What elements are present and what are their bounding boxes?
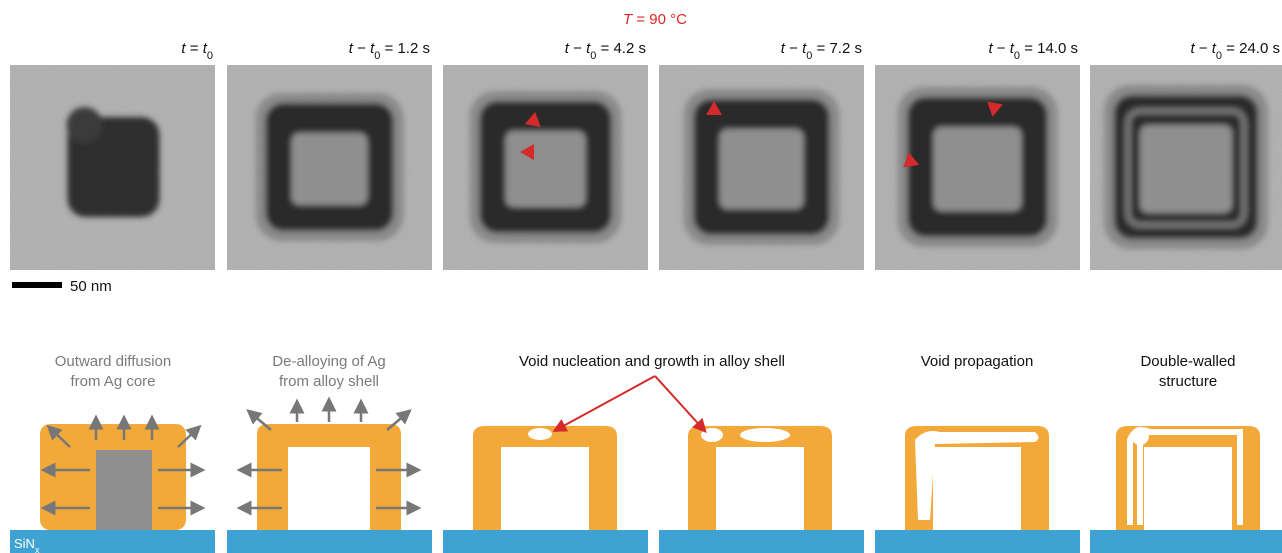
temperature-title: T = 90 °C (623, 11, 687, 28)
alloy-shell (473, 426, 617, 530)
time-part: = 24.0 s (1222, 40, 1280, 57)
time-part: = 14.0 s (1020, 40, 1078, 57)
time-part: − (785, 40, 802, 57)
time-label: t − t0 = 14.0 s (988, 40, 1078, 62)
time-label: t − t0 = 4.2 s (565, 40, 646, 62)
schematic-label: from alloy shell (279, 373, 379, 390)
time-part: = 4.2 s (596, 40, 646, 57)
time-label: t − t0 = 24.0 s (1190, 40, 1280, 62)
schematic-label: Void propagation (921, 353, 1034, 370)
figure: t = t0 t − t0 = 1.2 s t − t0 = 4.2 s t − t0… (0, 0, 1282, 553)
schematic-label: Double-walled (1140, 353, 1235, 370)
substrate (227, 530, 432, 553)
schematic-label: from Ag core (70, 373, 155, 390)
red-arrow (655, 376, 704, 430)
time-label: t − t0 = 7.2 s (781, 40, 862, 62)
time-label: t − t0 = 1.2 s (349, 40, 430, 62)
substrate (10, 530, 215, 553)
time-part: − (353, 40, 370, 57)
void (1131, 427, 1149, 445)
substrate (1090, 530, 1282, 553)
red-arrow (556, 376, 655, 430)
scale-bar (12, 282, 62, 288)
void (740, 428, 790, 442)
schematic-label: Outward diffusion (55, 353, 171, 370)
micrographs: t = t0 t − t0 = 1.2 s t − t0 = 4.2 s t − t0… (10, 40, 1282, 270)
title-part: = 90 °C (632, 11, 687, 28)
schematic-label: Void nucleation and growth in alloy shel… (519, 353, 785, 370)
time-part: − (993, 40, 1010, 57)
time-part: = 7.2 s (812, 40, 862, 57)
time-part: 0 (207, 50, 213, 62)
scale-bar-label: 50 nm (70, 278, 112, 295)
schematic-label: De-alloying of Ag (272, 353, 385, 370)
time-part: = 1.2 s (380, 40, 430, 57)
alloy-shell (257, 424, 401, 530)
substrate (659, 530, 864, 553)
time-part: = (186, 40, 203, 57)
time-label: t = t0 (181, 40, 213, 62)
time-part: − (569, 40, 586, 57)
time-part: − (1195, 40, 1212, 57)
schematic-label: structure (1159, 373, 1217, 390)
ag-core (96, 450, 152, 530)
substrate (443, 530, 648, 553)
void (528, 428, 552, 440)
void (701, 428, 723, 442)
substrate (875, 530, 1080, 553)
